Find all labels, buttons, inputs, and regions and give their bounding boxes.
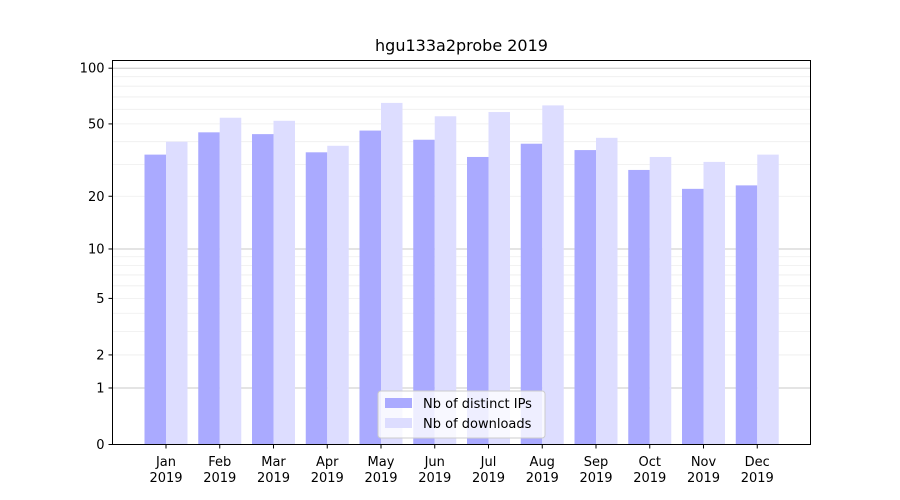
bar-downloads — [649, 156, 672, 445]
legend-box — [377, 390, 546, 439]
bar-downloads — [542, 105, 564, 445]
bar-downloads — [703, 161, 725, 445]
x-tick-label-year: 2019 — [472, 471, 505, 486]
bar-distinct-ips — [574, 150, 596, 445]
bar-distinct-ips — [413, 139, 435, 445]
y-tick-label: 50 — [88, 117, 105, 132]
x-tick-label-month: Feb — [208, 455, 231, 470]
bar-distinct-ips — [305, 152, 328, 445]
x-tick-label-year: 2019 — [579, 471, 612, 486]
chart-title: hgu133a2probe 2019 — [375, 36, 548, 55]
x-tick-label-year: 2019 — [687, 471, 720, 486]
bar-distinct-ips — [628, 169, 650, 445]
x-tick-label-month: Jun — [424, 455, 445, 470]
x-tick-label-month: Apr — [316, 455, 339, 470]
bar-distinct-ips — [198, 132, 220, 445]
bar-distinct-ips — [359, 130, 381, 445]
bar-downloads — [327, 145, 349, 445]
y-tick-label: 100 — [80, 62, 105, 77]
y-tick-label: 0 — [96, 438, 104, 453]
x-tick-label-year: 2019 — [311, 471, 344, 486]
legend: Nb of distinct IPs Nb of downloads — [377, 390, 546, 439]
y-tick-label: 5 — [96, 292, 104, 307]
bar-distinct-ips — [520, 143, 543, 445]
plot-frame — [112, 60, 811, 445]
x-tick-label-month: Mar — [261, 455, 286, 470]
x-tick-label-month: Dec — [745, 455, 770, 470]
x-tick-label-year: 2019 — [257, 471, 290, 486]
bar-downloads — [596, 137, 618, 445]
bar-distinct-ips — [252, 134, 274, 445]
x-tick-label-year: 2019 — [633, 471, 666, 486]
bar-downloads — [166, 141, 188, 445]
bar-distinct-ips — [682, 188, 704, 445]
x-tick-label-year: 2019 — [526, 471, 559, 486]
bar-downloads — [757, 154, 779, 445]
bar-downloads — [381, 102, 403, 445]
x-tick-label-month: Sep — [584, 455, 609, 470]
x-tick-label-year: 2019 — [149, 471, 182, 486]
y-tick-label: 20 — [88, 190, 105, 205]
bar-distinct-ips — [144, 154, 166, 445]
legend-label: Nb of distinct IPs — [423, 397, 532, 412]
x-tick-label-month: Jan — [155, 455, 176, 470]
bar-downloads — [434, 116, 457, 445]
y-tick-label: 10 — [88, 242, 105, 257]
x-tick-label-year: 2019 — [364, 471, 397, 486]
x-tick-label-year: 2019 — [418, 471, 451, 486]
x-tick-label-month: Aug — [530, 455, 555, 470]
bar-distinct-ips — [735, 185, 758, 445]
x-tick-label-year: 2019 — [203, 471, 236, 486]
legend-swatch — [385, 418, 412, 428]
x-tick-label-month: May — [368, 455, 395, 470]
legend-label: Nb of downloads — [423, 417, 532, 432]
bar-distinct-ips — [467, 156, 489, 445]
bars — [144, 102, 779, 445]
legend-swatch — [385, 398, 412, 408]
x-tick-label-month: Oct — [639, 455, 661, 470]
bar-downloads — [273, 120, 295, 445]
x-tick-label-year: 2019 — [741, 471, 774, 486]
y-tick-label: 1 — [96, 381, 104, 396]
y-axis: 0 1 2 5 10 20 50 100 — [80, 62, 113, 453]
y-tick-label: 2 — [96, 348, 104, 363]
bar-downloads — [219, 117, 242, 445]
x-tick-label-month: Jul — [480, 455, 497, 470]
x-tick-label-month: Nov — [691, 455, 717, 470]
x-axis: Jan2019Feb2019Mar2019Apr2019May2019Jun20… — [149, 444, 774, 486]
bar-downloads — [488, 112, 510, 445]
